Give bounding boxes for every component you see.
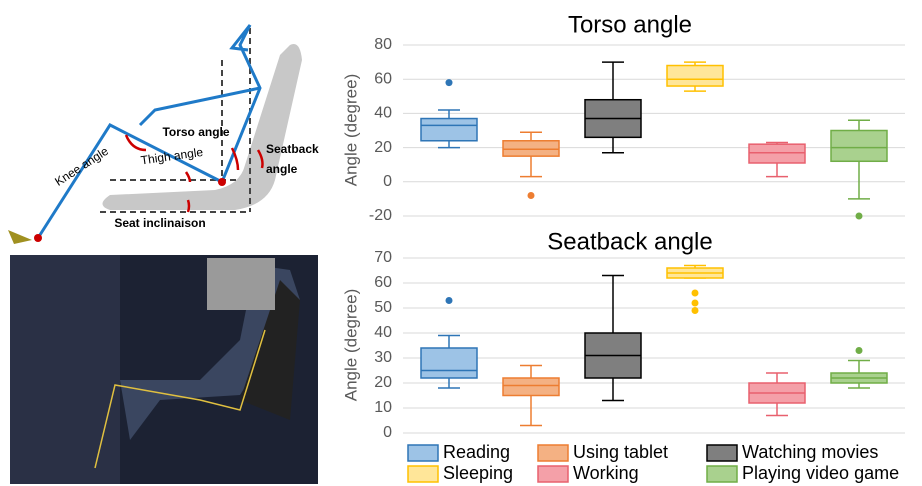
- legend-swatch: [537, 444, 569, 462]
- outlier: [855, 212, 863, 220]
- joint: [34, 234, 42, 242]
- y-axis-title: Angle (degree): [341, 289, 360, 401]
- legend-label: Sleeping: [443, 463, 513, 483]
- box: [502, 377, 560, 397]
- legend-label: Playing video game: [742, 463, 899, 483]
- seatback-label: Seatback: [266, 142, 319, 156]
- y-tick-label: 70: [374, 249, 392, 266]
- seat-shape: [102, 44, 302, 210]
- y-tick-label: 30: [374, 349, 392, 366]
- charts: Torso angle Angle (degree) -20 0 20 40 60 80 Sea…: [341, 11, 905, 483]
- outlier: [445, 297, 453, 304]
- legend-label: Watching movies: [742, 442, 878, 462]
- torso-label: Torso angle: [162, 125, 229, 139]
- angle-arc: [184, 171, 192, 183]
- outlier: [691, 299, 699, 307]
- body-lines: [36, 24, 262, 239]
- y-tick-label: 40: [374, 324, 392, 341]
- y-tick-label: 80: [374, 36, 392, 53]
- y-tick-label: 60: [374, 70, 392, 87]
- outlier: [527, 191, 535, 199]
- y-tick-label: 40: [374, 105, 392, 122]
- y-axis-title: Angle (degree): [341, 74, 360, 186]
- angle-arc: [230, 147, 240, 171]
- legend-swatch: [407, 465, 439, 483]
- y-tick-label: 20: [374, 139, 392, 156]
- thigh-label: Thigh angle: [140, 145, 204, 168]
- angle-arc: [256, 149, 264, 169]
- outlier: [691, 307, 699, 314]
- seat-label: Seat inclinaison: [114, 216, 205, 230]
- legend-swatch: [537, 465, 569, 483]
- joint: [218, 178, 226, 186]
- face-blur: [207, 258, 275, 310]
- photo: [10, 255, 318, 484]
- y-tick-label: 20: [374, 374, 392, 391]
- legend-swatch: [407, 444, 439, 462]
- legend-label: Working: [573, 463, 639, 483]
- outlier: [855, 347, 863, 354]
- photo-bg: [10, 255, 120, 484]
- box: [420, 347, 478, 379]
- pedal: [8, 230, 32, 244]
- y-tick-label: 60: [374, 274, 392, 291]
- y-tick-label: -20: [369, 207, 392, 224]
- y-tick-label: 0: [383, 424, 392, 441]
- seat-diagram: Torso angle Thigh angle Knee angle Seatb…: [8, 24, 319, 244]
- box: [420, 117, 478, 142]
- legend-label: Reading: [443, 442, 510, 462]
- legend-swatch: [706, 465, 738, 483]
- outlier: [691, 289, 699, 297]
- angle-arc: [124, 134, 147, 152]
- overlay-lines: [94, 329, 266, 469]
- legend-label: Using tablet: [573, 442, 668, 462]
- arm-lines: [138, 86, 261, 127]
- box: [748, 143, 806, 164]
- box: [502, 140, 560, 157]
- seatback-label: angle: [266, 162, 298, 176]
- box: [666, 64, 724, 87]
- y-tick-label: 0: [383, 173, 392, 190]
- legend-swatch: [706, 444, 738, 462]
- y-tick-label: 10: [374, 399, 392, 416]
- seat: [240, 280, 300, 420]
- box: [830, 129, 888, 163]
- outlier: [445, 79, 453, 87]
- chart-title: Seatback angle: [547, 228, 712, 255]
- angle-arc: [186, 199, 191, 213]
- y-tick-label: 50: [374, 299, 392, 316]
- knee-label: Knee angle: [52, 144, 111, 189]
- chart-title: Torso angle: [568, 11, 692, 38]
